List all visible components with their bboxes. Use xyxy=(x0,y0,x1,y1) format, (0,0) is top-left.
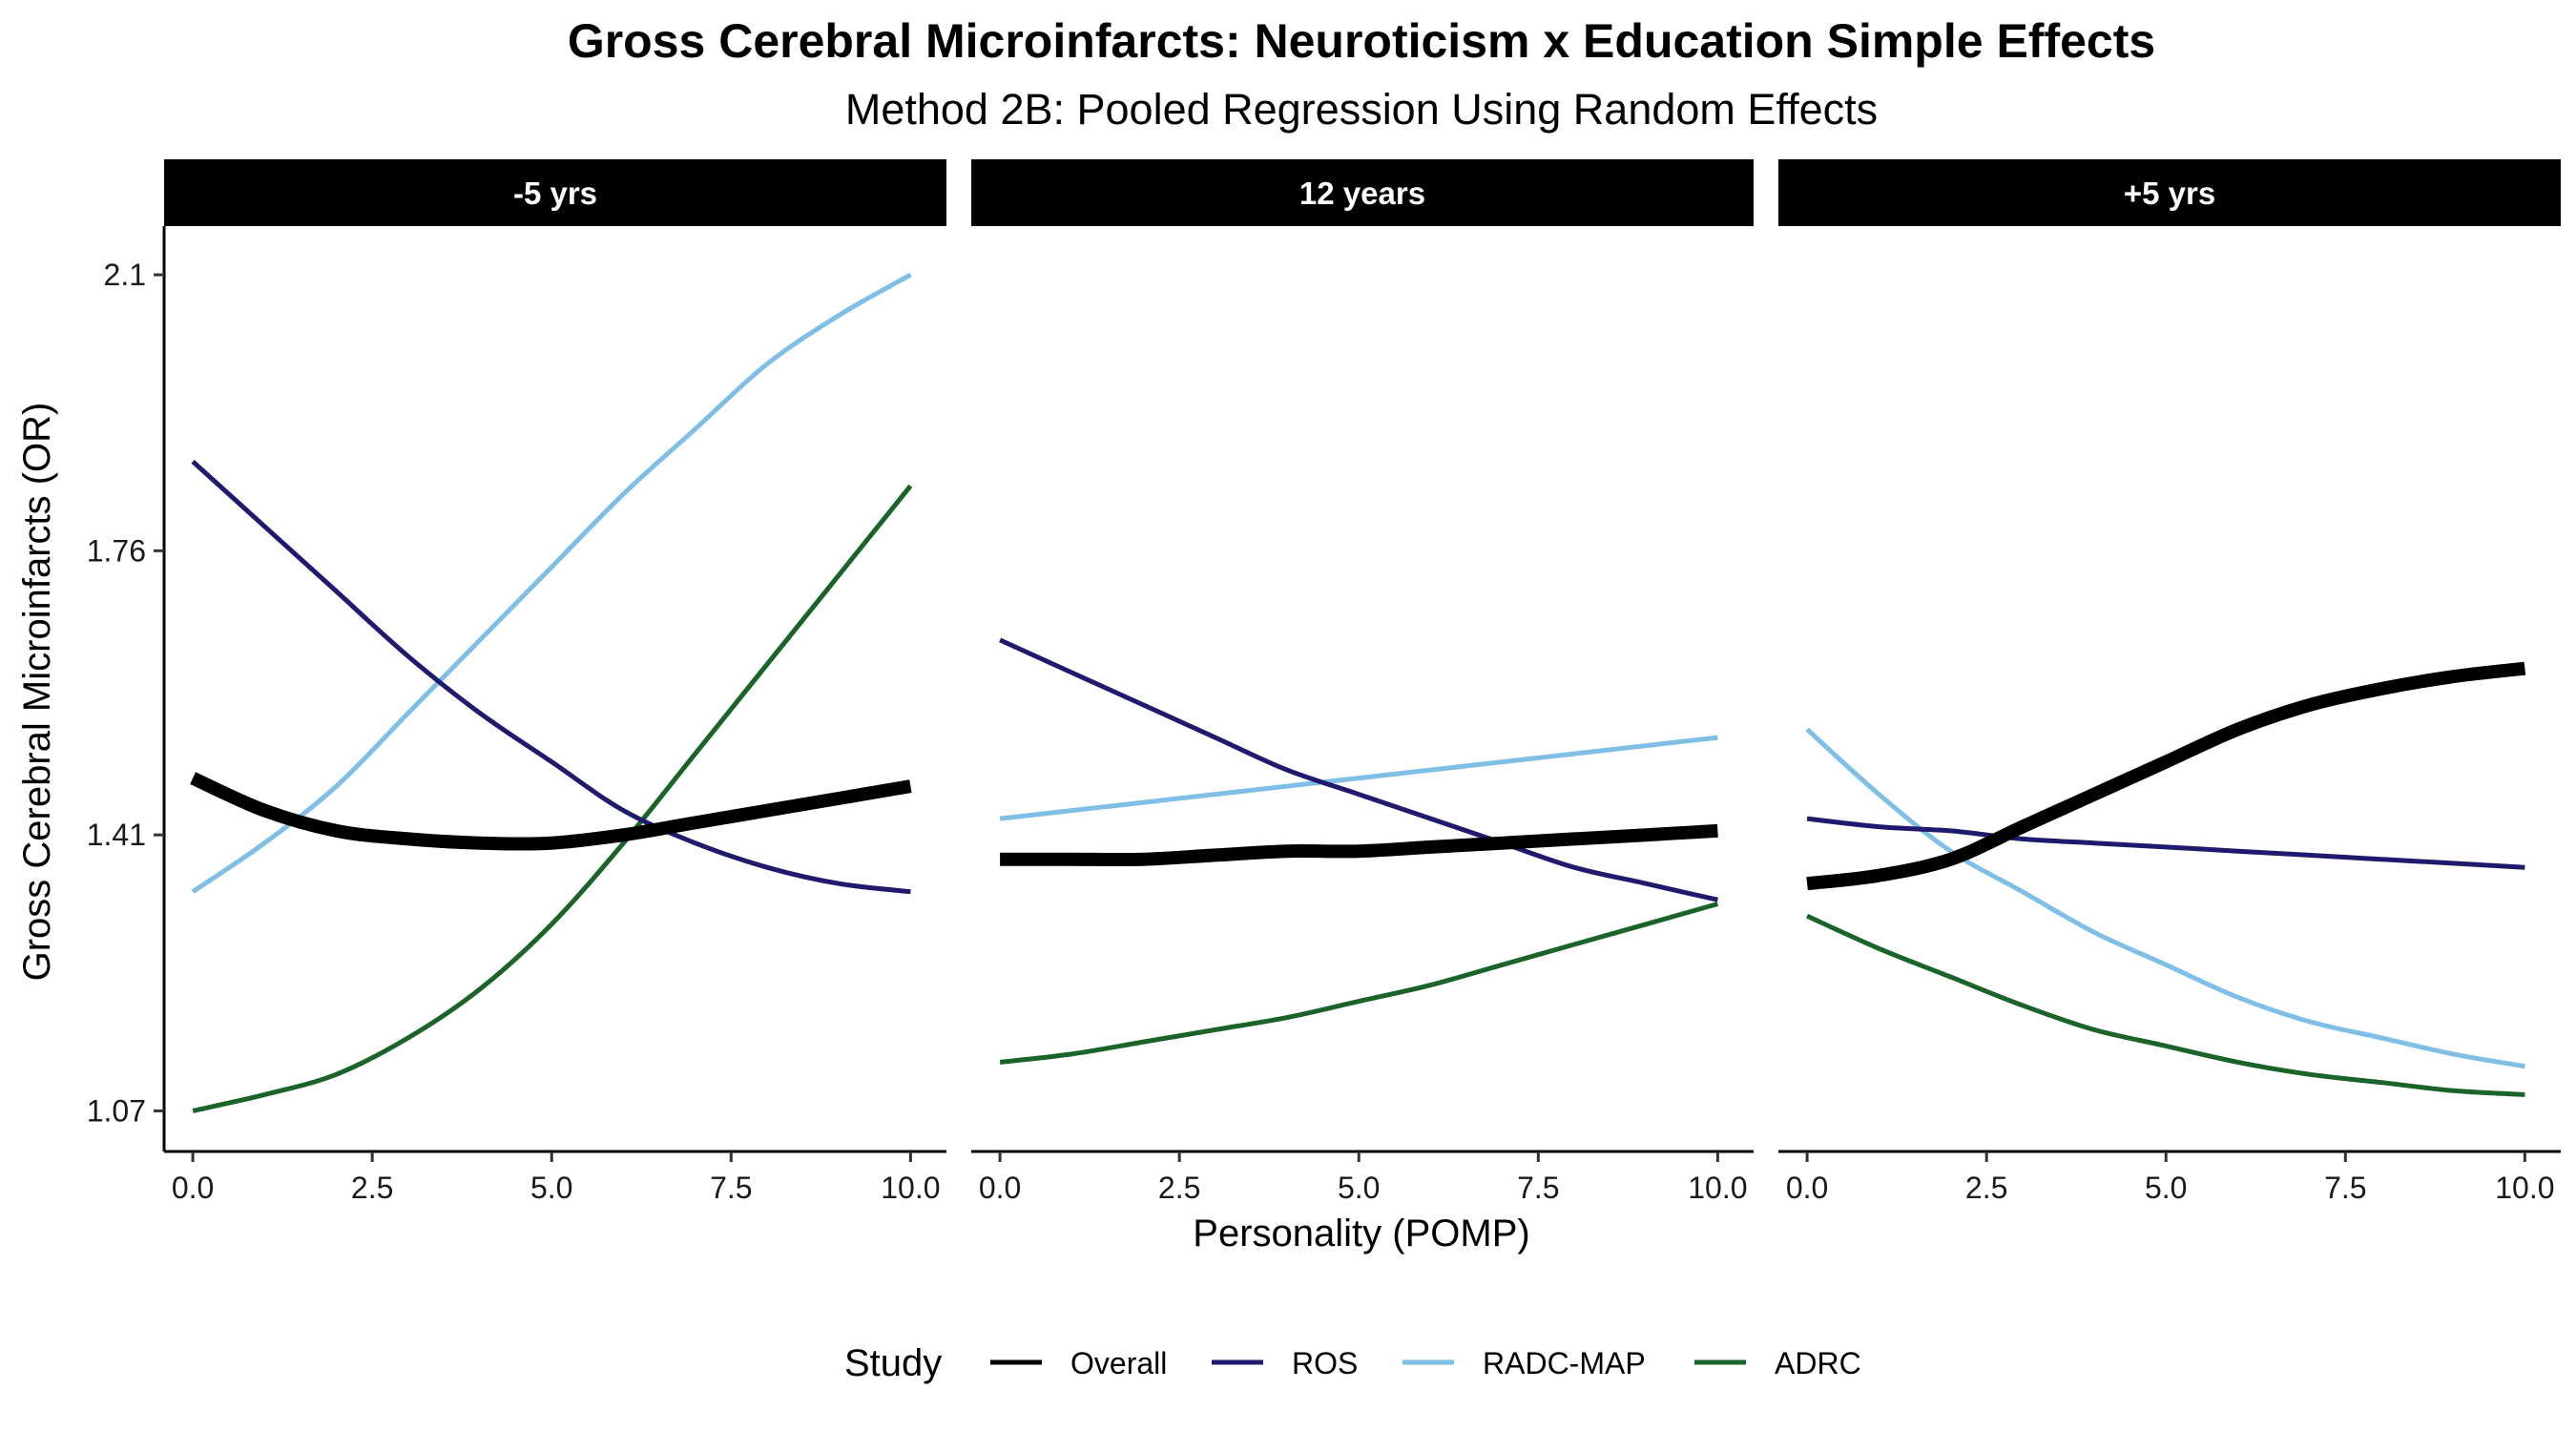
facet-panels: -5 yrs 0.0 2.5 5.0 7.5 10.0 1.07 1.41 1.76 2.1 12 … xyxy=(87,159,2561,1205)
series-line-ros xyxy=(999,637,1718,902)
legend-label-overall: Overall xyxy=(1070,1346,1167,1380)
y-axis-title: Gross Cerebral Microinfarcts (OR) xyxy=(16,403,58,982)
series-line-radc-map xyxy=(999,735,1718,821)
panel-5-yrs: -5 yrs 0.0 2.5 5.0 7.5 10.0 1.07 1.41 1.76 2.1 xyxy=(87,159,946,1205)
x-tick-label: 7.5 xyxy=(710,1171,752,1205)
panel-strip-label: -5 yrs xyxy=(513,176,597,211)
x-tick-label: 5.0 xyxy=(530,1171,572,1205)
x-tick-label: 10.0 xyxy=(881,1171,940,1205)
series-line-radc-map xyxy=(191,272,912,894)
series-line-adrc xyxy=(999,902,1719,1065)
series-line-overall xyxy=(1806,661,2526,891)
series-line-ros xyxy=(191,459,911,895)
x-tick-label: 10.0 xyxy=(2495,1171,2554,1205)
series-line-overall xyxy=(190,772,912,851)
panel-12-years: 12 years 0.0 2.5 5.0 7.5 10.0 xyxy=(971,159,1754,1205)
series-line-adrc xyxy=(1806,913,2525,1097)
x-tick-label: 0.0 xyxy=(979,1171,1021,1205)
panel-strip xyxy=(971,159,1754,226)
x-tick-label: 5.0 xyxy=(2145,1171,2187,1205)
series-line-overall xyxy=(1000,823,1718,867)
panel-strip xyxy=(1778,159,2561,226)
x-tick-label: 5.0 xyxy=(1338,1171,1380,1205)
series-line-adrc xyxy=(192,484,913,1113)
y-tick-label: 2.1 xyxy=(104,258,146,292)
legend: Study Overall ROS RADC-MAP ADRC xyxy=(844,1342,1861,1384)
chart-subtitle: Method 2B: Pooled Regression Using Rando… xyxy=(845,85,1878,134)
x-tick-label: 7.5 xyxy=(2324,1171,2366,1205)
panel-strip-label: +5 yrs xyxy=(2124,176,2215,211)
series-line-ros xyxy=(1806,816,2525,870)
series-line-radc-map xyxy=(1805,727,2525,1069)
legend-title: Study xyxy=(844,1342,942,1384)
y-tick-label: 1.07 xyxy=(87,1093,146,1128)
legend-label-radc-map: RADC-MAP xyxy=(1483,1346,1646,1380)
legend-label-ros: ROS xyxy=(1292,1346,1358,1380)
x-tick-label: 2.5 xyxy=(1965,1171,2007,1205)
panel-5-yrs: +5 yrs 0.0 2.5 5.0 7.5 10.0 xyxy=(1778,159,2561,1205)
x-tick-label: 2.5 xyxy=(1158,1171,1200,1205)
x-tick-label: 0.0 xyxy=(172,1171,214,1205)
x-tick-label: 0.0 xyxy=(1786,1171,1828,1205)
y-tick-label: 1.76 xyxy=(87,533,146,568)
legend-label-adrc: ADRC xyxy=(1775,1346,1861,1380)
x-tick-label: 7.5 xyxy=(1517,1171,1559,1205)
panel-strip-label: 12 years xyxy=(1299,176,1425,211)
chart-title: Gross Cerebral Microinfarcts: Neuroticis… xyxy=(568,14,2155,68)
x-axis-title: Personality (POMP) xyxy=(1193,1213,1529,1255)
y-tick-label: 1.41 xyxy=(87,818,146,852)
x-tick-label: 2.5 xyxy=(351,1171,393,1205)
x-tick-label: 10.0 xyxy=(1688,1171,1747,1205)
panel-strip xyxy=(164,159,946,226)
